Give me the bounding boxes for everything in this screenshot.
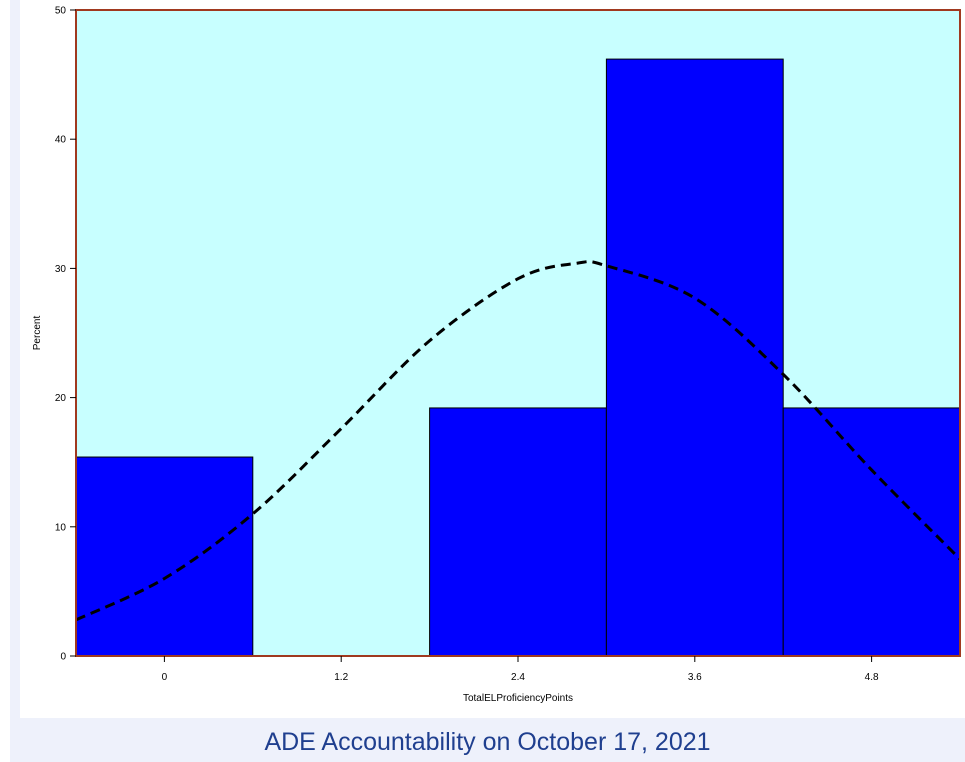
normal-density-curve [75,260,962,622]
histogram-bar-3 [605,58,784,657]
histogram-bar-2 [429,407,607,657]
histogram-bar-4 [782,407,961,657]
y-tick-label: 30 [55,264,67,275]
bars-layer [75,58,961,657]
x-tick-label: 4.8 [865,672,879,683]
y-tick-label: 20 [55,393,67,404]
y-axis: 0 10 20 30 40 50 [55,6,76,663]
histogram-bar-0 [75,456,254,657]
x-axis-title: TotalELProficiencyPoints [463,693,573,704]
x-tick-label: 1.2 [334,672,348,683]
x-tick-label: 0 [162,672,168,683]
y-tick-label: 40 [55,135,67,146]
chart-area: 0 10 20 30 40 50 0 1.2 2.4 3.6 4.8 Percent TotalE… [20,0,965,718]
y-tick-label: 0 [60,652,66,663]
y-tick-label: 10 [55,522,67,533]
x-tick-label: 2.4 [511,672,525,683]
x-axis: 0 1.2 2.4 3.6 4.8 [162,656,879,683]
y-axis-title: Percent [32,316,43,351]
chart-caption: ADE Accountability on October 17, 2021 [264,728,711,756]
histogram-chart: 0 10 20 30 40 50 0 1.2 2.4 3.6 4.8 Percent TotalE… [32,6,962,704]
x-tick-label: 3.6 [688,672,702,683]
y-tick-label: 50 [55,6,67,17]
